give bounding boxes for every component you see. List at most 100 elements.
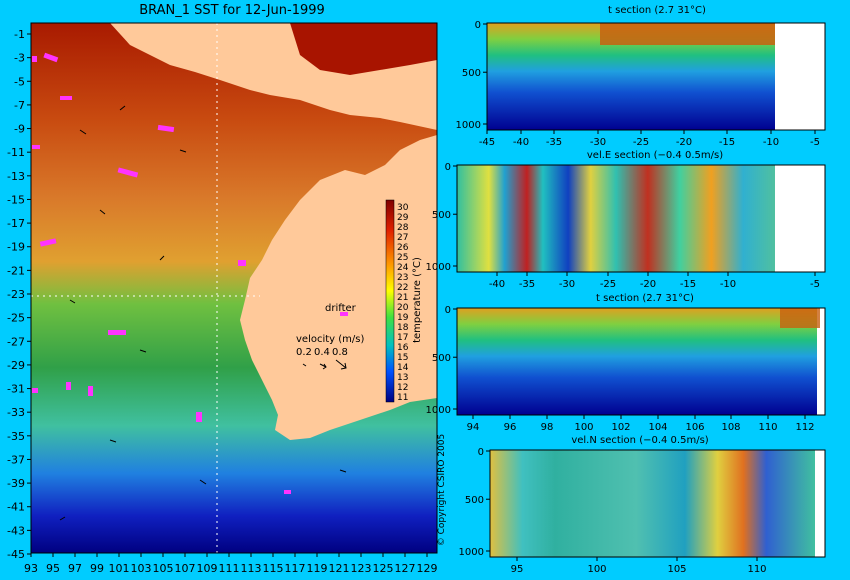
colorbar	[385, 199, 395, 403]
lat-tick-label: -25	[7, 312, 25, 325]
colorbar-tick-label: 20	[397, 303, 409, 313]
section-frame	[456, 164, 826, 273]
section-x-tick-label: -45	[479, 137, 495, 148]
lon-tick-label: 113	[241, 562, 262, 575]
section-x-tick-label: -30	[590, 137, 606, 148]
drifter-track	[66, 382, 71, 390]
depth-tick-label: 0	[478, 447, 484, 458]
velocity-legend-arrow	[302, 363, 307, 367]
velocity-legend-arrow	[319, 363, 327, 370]
lat-tick-label: -37	[7, 453, 25, 466]
lon-tick-label: 125	[373, 562, 394, 575]
velocity-legend-label: velocity (m/s)	[296, 334, 364, 345]
depth-tick-label: 500	[432, 210, 451, 221]
section-title: vel.N section (−0.4 0.5m/s)	[571, 435, 708, 446]
depth-tick-label: 0	[445, 162, 451, 173]
drifter-track	[32, 145, 40, 149]
lat-tick-label: -17	[7, 217, 25, 230]
section-x-tick-label: 112	[795, 422, 814, 433]
lat-tick-label: -11	[7, 146, 25, 159]
section-x-tick-label: 106	[685, 422, 704, 433]
lat-tick-label: -43	[7, 524, 25, 537]
lat-tick-label: -7	[14, 99, 25, 112]
drifter-tracks	[32, 52, 348, 494]
section-x-tick-label: 94	[467, 422, 480, 433]
section-x-tick-label: 110	[758, 422, 777, 433]
lat-tick-label: -3	[14, 52, 25, 65]
section-velocity-north: vel.N section (−0.4 0.5m/s) 0 500 1000 95 1…	[459, 435, 826, 575]
lon-tick-label: 93	[24, 562, 38, 575]
colorbar-tick-label: 29	[397, 213, 409, 223]
lon-tick-label: 109	[197, 562, 218, 575]
colorbar-tick-label: 13	[397, 373, 408, 383]
velocity-arrow	[99, 209, 106, 215]
colorbar-tick-label: 16	[397, 343, 409, 353]
section-velocity-east: vel.E section (−0.4 0.5m/s) 0 500 1000 -40…	[426, 150, 826, 290]
section-field	[457, 165, 775, 272]
section-frame	[486, 22, 826, 131]
section-y-axis: 0 500 1000	[426, 305, 457, 416]
colorbar-tick-label: 11	[397, 393, 408, 403]
velocity-scale-2: 0.4	[314, 347, 330, 358]
section-title: t section (2.7 31°C)	[608, 5, 706, 16]
colorbar-tick-label: 28	[397, 223, 409, 233]
depth-tick-label: 500	[462, 68, 481, 79]
lon-tick-label: 127	[395, 562, 416, 575]
section-x-tick-label: -20	[640, 279, 656, 290]
velocity-legend-arrow	[335, 359, 347, 370]
drifter-track	[108, 330, 126, 335]
velocity-arrow	[69, 299, 76, 304]
colorbar-tick-label: 21	[397, 293, 408, 303]
lon-tick-label: 99	[90, 562, 104, 575]
depth-tick-label: 1000	[426, 262, 451, 273]
lat-tick-label: -27	[7, 335, 25, 348]
lon-tick-label: 121	[329, 562, 350, 575]
section-x-tick-label: 110	[747, 564, 766, 575]
map-title: BRAN_1 SST for 12-Jun-1999	[139, 3, 325, 18]
depth-tick-label: 0	[475, 20, 481, 31]
section-x-tick-label: -35	[546, 137, 562, 148]
velocity-scale-1: 0.2	[296, 347, 312, 358]
lat-tick-label: -39	[7, 477, 25, 490]
section-x-tick-label: -5	[810, 279, 820, 290]
lon-tick-label: 97	[68, 562, 82, 575]
colorbar-tick-label: 25	[397, 253, 408, 263]
lat-tick-label: -45	[7, 548, 25, 561]
section-field	[490, 450, 815, 557]
drifter-track	[32, 388, 38, 393]
section-temperature-lon: t section (2.7 31°C) 0 500 1000 94 96 98 100 1…	[426, 293, 826, 433]
section-x-tick-label: 95	[511, 564, 524, 575]
velocity-arrow	[179, 149, 187, 153]
velocity-arrows	[59, 105, 347, 521]
lat-tick-label: -13	[7, 170, 25, 183]
lat-tick-label: -23	[7, 288, 25, 301]
depth-tick-label: 500	[432, 353, 451, 364]
drifter-legend-label: drifter	[325, 303, 357, 314]
velocity-arrow	[79, 129, 87, 135]
lat-tick-label: -5	[14, 75, 25, 88]
section-x-tick-label: -35	[519, 279, 535, 290]
sst-map	[31, 23, 437, 553]
section-title: vel.E section (−0.4 0.5m/s)	[587, 150, 723, 161]
velocity-scale-3: 0.8	[332, 347, 348, 358]
section-x-tick-label: 108	[721, 422, 740, 433]
section-warm-layer	[600, 23, 775, 45]
depth-tick-label: 1000	[426, 405, 451, 416]
section-x-tick-label: -15	[680, 279, 696, 290]
drifter-track	[238, 260, 246, 266]
lat-tick-label: -33	[7, 406, 25, 419]
lon-tick-label: 95	[46, 562, 60, 575]
section-y-axis: 0 500 1000	[456, 20, 487, 131]
section-x-tick-label: -40	[489, 279, 505, 290]
longitude-axis: 93 95 97 99 101 103 105 107 109 111 113 115 117 119 12…	[24, 553, 438, 575]
lon-tick-label: 111	[219, 562, 240, 575]
lon-tick-label: 123	[351, 562, 372, 575]
section-frame	[456, 307, 826, 416]
lat-tick-label: -21	[7, 264, 25, 277]
colorbar-tick-label: 30	[397, 203, 409, 213]
colorbar-tick-label: 15	[397, 353, 408, 363]
lat-tick-label: -9	[14, 123, 25, 136]
lat-tick-label: -19	[7, 241, 25, 254]
